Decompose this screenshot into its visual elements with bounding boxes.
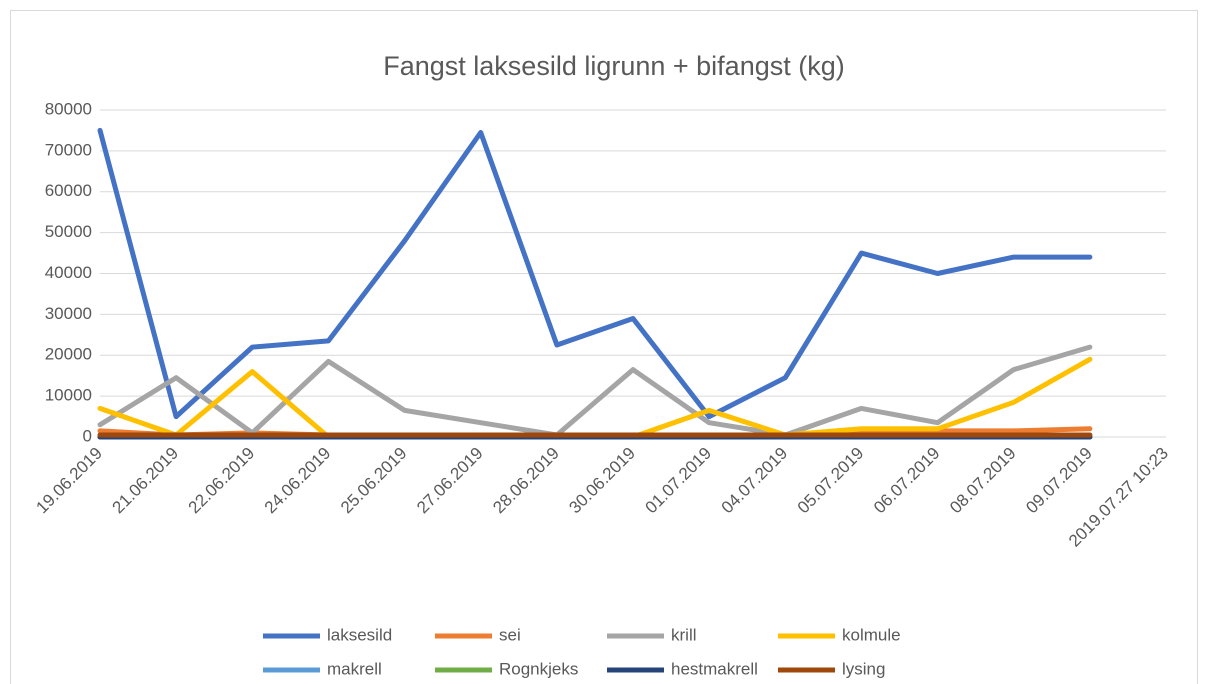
y-tick-label: 0: [83, 426, 92, 445]
y-tick-label: 40000: [45, 263, 92, 282]
y-tick-label: 20000: [45, 345, 92, 364]
y-tick-label: 30000: [45, 304, 92, 323]
legend-label: Rognkjeks: [499, 659, 578, 678]
legend-label: laksesild: [327, 625, 392, 644]
y-tick-label: 50000: [45, 222, 92, 241]
chart-title: Fangst laksesild ligrunn + bifangst (kg): [383, 51, 844, 81]
y-tick-label: 60000: [45, 181, 92, 200]
legend-label: krill: [671, 625, 697, 644]
legend-label: sei: [499, 625, 521, 644]
chart-border: [10, 10, 1198, 684]
series-line: [97, 127, 1093, 420]
legend-label: hestmakrell: [671, 659, 758, 678]
y-tick-label: 10000: [45, 386, 92, 405]
legend-label: lysing: [842, 659, 885, 678]
legend-label: kolmule: [842, 625, 901, 644]
series-line: [97, 344, 1093, 438]
y-tick-label: 70000: [45, 140, 92, 159]
legend-label: makrell: [327, 659, 382, 678]
y-tick-label: 80000: [45, 99, 92, 118]
